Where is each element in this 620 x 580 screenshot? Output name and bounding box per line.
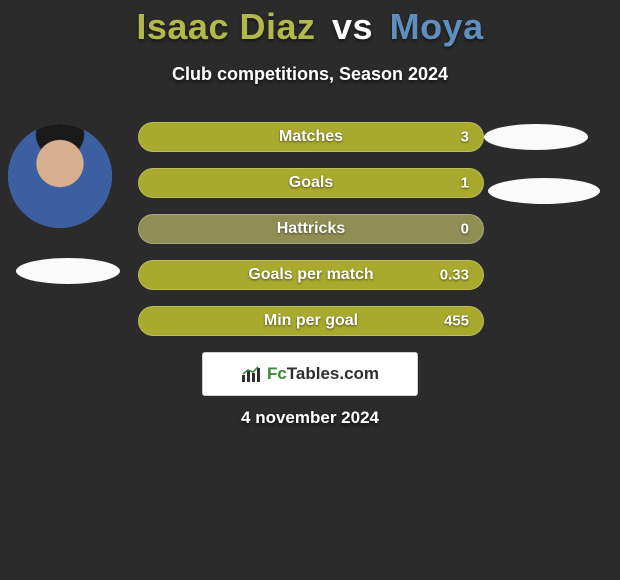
stat-label: Matches [279,128,343,146]
comparison-title: Isaac Diaz vs Moya [0,0,620,48]
stat-label: Min per goal [264,312,358,330]
stat-bar: Matches 3 [138,122,484,152]
subtitle: Club competitions, Season 2024 [0,64,620,85]
stat-bar: Hattricks 0 [138,214,484,244]
player-b-name: Moya [390,6,484,47]
vs-separator: vs [332,6,373,47]
chart-icon [241,365,261,383]
stat-value: 1 [461,175,469,192]
stat-bars: Matches 3 Goals 1 Hattricks 0 Goals per match 0… [138,122,484,352]
player-a-avatar [8,124,112,228]
stat-value: 0 [461,221,469,238]
stat-label: Hattricks [277,220,345,238]
stat-value: 455 [444,313,469,330]
avatar-shadow-right-1 [484,124,588,150]
stat-label: Goals per match [248,266,373,284]
player-a-name: Isaac Diaz [136,6,315,47]
logo-prefix: Fc [267,364,287,383]
stat-value: 3 [461,129,469,146]
logo-text: FcTables.com [267,364,379,384]
stat-bar: Goals 1 [138,168,484,198]
logo-suffix: Tables.com [287,364,379,383]
date-text: 4 november 2024 [0,408,620,428]
avatar-shadow-left [16,258,120,284]
stat-bar: Goals per match 0.33 [138,260,484,290]
fctables-logo: FcTables.com [202,352,418,396]
stat-bar: Min per goal 455 [138,306,484,336]
stat-value: 0.33 [440,267,469,284]
avatar-shadow-right-2 [488,178,600,204]
stat-label: Goals [289,174,333,192]
